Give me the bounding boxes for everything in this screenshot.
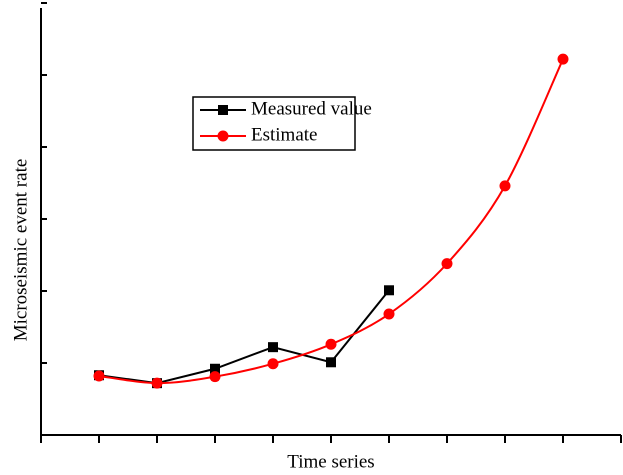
- marker: [325, 338, 337, 350]
- legend-marker: [217, 130, 229, 142]
- marker: [441, 258, 453, 270]
- legend-label: Measured value: [251, 98, 372, 119]
- marker: [151, 377, 163, 389]
- legend-marker: [218, 105, 228, 115]
- marker: [209, 371, 221, 383]
- y-axis-label: Microseismic event rate: [10, 159, 31, 342]
- series-line: [98, 289, 390, 385]
- marker: [384, 285, 394, 296]
- x-axis-label: Time series: [287, 451, 374, 472]
- marker: [93, 370, 105, 382]
- marker: [383, 308, 395, 320]
- marker: [499, 180, 511, 192]
- marker: [326, 357, 336, 368]
- legend-label: Estimate: [251, 124, 317, 145]
- marker: [268, 342, 278, 353]
- marker: [557, 53, 569, 65]
- marker: [267, 358, 279, 370]
- marker: [210, 363, 220, 374]
